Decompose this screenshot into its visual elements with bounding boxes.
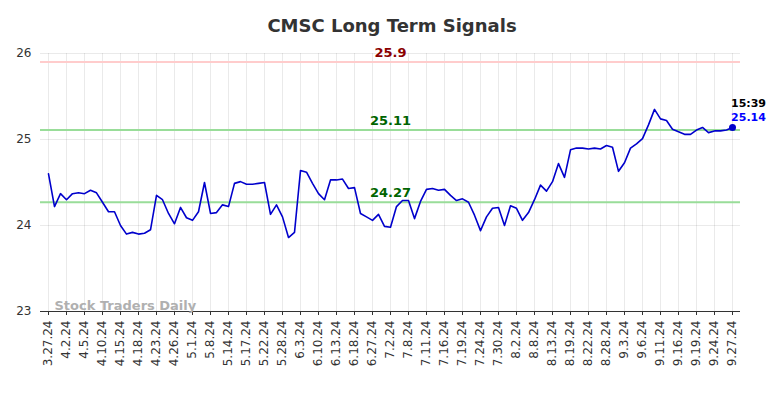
svg-text:8.28.24: 8.28.24 bbox=[599, 321, 613, 367]
svg-text:4.2.24: 4.2.24 bbox=[59, 321, 73, 359]
svg-text:7.19.24: 7.19.24 bbox=[455, 321, 469, 367]
svg-text:9.16.24: 9.16.24 bbox=[671, 321, 685, 367]
svg-text:6.13.24: 6.13.24 bbox=[329, 321, 343, 367]
svg-text:5.1.24: 5.1.24 bbox=[185, 321, 199, 359]
svg-text:6.27.24: 6.27.24 bbox=[365, 321, 379, 367]
html-text:CMSC Long Term Signals: CMSC Long Term Signals bbox=[267, 15, 517, 36]
svg-text:9.11.24: 9.11.24 bbox=[653, 321, 667, 367]
svg-text:5.22.24: 5.22.24 bbox=[257, 321, 271, 367]
svg-text:7.16.24: 7.16.24 bbox=[437, 321, 451, 367]
svg-text:4.5.24: 4.5.24 bbox=[77, 321, 91, 359]
svg-text:5.28.24: 5.28.24 bbox=[275, 321, 289, 367]
svg-text:8.2.24: 8.2.24 bbox=[509, 321, 523, 359]
svg-text:6.3.24: 6.3.24 bbox=[293, 321, 307, 359]
svg-text:9.27.24: 9.27.24 bbox=[725, 321, 739, 367]
svg-text:7.24.24: 7.24.24 bbox=[473, 321, 487, 367]
svg-text:25: 25 bbox=[16, 132, 31, 146]
svg-text:9.6.24: 9.6.24 bbox=[635, 321, 649, 359]
svg-text:3.27.24: 3.27.24 bbox=[41, 321, 55, 367]
svg-text:9.19.24: 9.19.24 bbox=[689, 321, 703, 367]
svg-text:6.18.24: 6.18.24 bbox=[347, 321, 361, 367]
svg-text:9.24.24: 9.24.24 bbox=[707, 321, 721, 367]
svg-text:24.27: 24.27 bbox=[370, 185, 411, 200]
svg-text:23: 23 bbox=[16, 304, 31, 318]
svg-text:8.8.24: 8.8.24 bbox=[527, 321, 541, 359]
svg-text:4.10.24: 4.10.24 bbox=[95, 321, 109, 367]
svg-text:25.14: 25.14 bbox=[731, 111, 766, 124]
svg-text:7.2.24: 7.2.24 bbox=[383, 321, 397, 359]
svg-text:24: 24 bbox=[16, 218, 31, 232]
svg-text:5.8.24: 5.8.24 bbox=[203, 321, 217, 359]
svg-text:6.10.24: 6.10.24 bbox=[311, 321, 325, 367]
svg-text:5.14.24: 5.14.24 bbox=[221, 321, 235, 367]
svg-text:Stock Traders Daily: Stock Traders Daily bbox=[55, 298, 197, 313]
svg-text:15:39: 15:39 bbox=[731, 97, 766, 110]
svg-text:8.19.24: 8.19.24 bbox=[563, 321, 577, 367]
svg-text:9.3.24: 9.3.24 bbox=[617, 321, 631, 359]
svg-text:4.18.24: 4.18.24 bbox=[131, 321, 145, 367]
svg-text:4.15.24: 4.15.24 bbox=[113, 321, 127, 367]
svg-text:8.13.24: 8.13.24 bbox=[545, 321, 559, 367]
svg-text:7.8.24: 7.8.24 bbox=[401, 321, 415, 359]
svg-text:26: 26 bbox=[16, 46, 31, 60]
svg-text:7.30.24: 7.30.24 bbox=[491, 321, 505, 367]
svg-text:25.9: 25.9 bbox=[374, 45, 406, 60]
svg-text:4.26.24: 4.26.24 bbox=[167, 321, 181, 367]
svg-text:7.11.24: 7.11.24 bbox=[419, 321, 433, 367]
svg-text:4.23.24: 4.23.24 bbox=[149, 321, 163, 367]
svg-text:8.22.24: 8.22.24 bbox=[581, 321, 595, 367]
svg-text:25.11: 25.11 bbox=[370, 113, 411, 128]
svg-text:5.17.24: 5.17.24 bbox=[239, 321, 253, 367]
